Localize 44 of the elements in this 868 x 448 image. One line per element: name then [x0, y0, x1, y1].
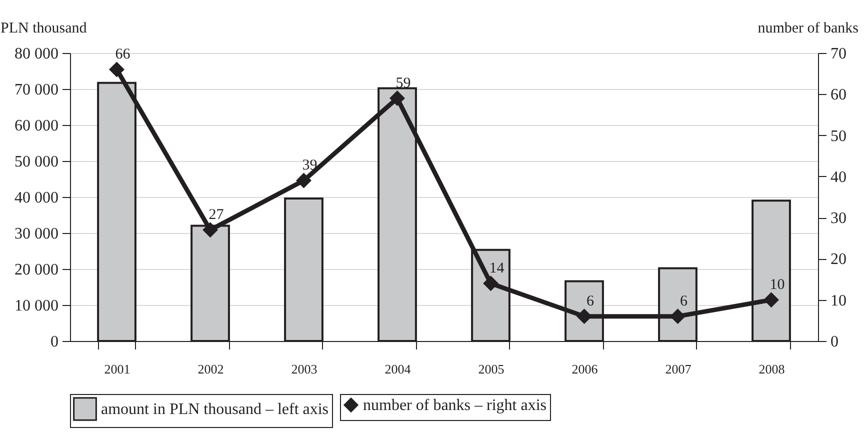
data-label: 66 — [115, 46, 131, 62]
y2-tick-label: 20 — [830, 251, 846, 268]
y-axis-title: PLN thousand — [0, 20, 88, 36]
y-tick-label: 0 — [50, 334, 58, 350]
y-tick-label: 50 000 — [14, 154, 58, 170]
y-tick-label: 70 000 — [14, 82, 58, 98]
x-tick-label: 2001 — [104, 362, 130, 376]
data-label: 39 — [302, 158, 318, 174]
point — [390, 90, 405, 106]
y-tick-label: 40 000 — [14, 190, 58, 206]
data-label: 10 — [770, 276, 785, 293]
y-tick-label: 60 000 — [14, 118, 58, 134]
point — [764, 292, 779, 308]
point — [109, 62, 124, 77]
y-tick-label: 10 000 — [14, 298, 58, 314]
data-label: 6 — [680, 293, 688, 310]
y2-tick-label: 30 — [830, 210, 846, 228]
data-label: 6 — [586, 293, 594, 310]
y2-tick-label: 0 — [830, 334, 838, 350]
x-tick-label: 2006 — [572, 362, 598, 376]
data-label: 59 — [396, 75, 411, 92]
point — [483, 276, 498, 291]
y2-tick-label: 50 — [830, 128, 846, 145]
y2-tick-label: 60 — [830, 86, 846, 104]
y-tick-label: 80 000 — [14, 46, 58, 62]
legend-label: number of banks – right axis — [363, 397, 547, 414]
x-tick-label: 2002 — [198, 362, 224, 376]
y2-tick-label: 70 — [830, 46, 846, 62]
point — [202, 222, 218, 238]
x-tick-label: 2007 — [665, 362, 692, 376]
point — [296, 173, 312, 188]
x-tick-label: 2008 — [758, 362, 785, 376]
data-label: 14 — [489, 260, 505, 276]
y2-tick-label: 10 — [830, 292, 846, 310]
y-tick-label: 20 000 — [14, 262, 58, 278]
y-tick-label: 30 000 — [14, 226, 58, 242]
x-tick-label: 2004 — [384, 362, 412, 376]
legend-label: amount in PLN thousand – left axis — [101, 401, 329, 418]
x-tick-label: 2005 — [478, 362, 504, 376]
y2-tick-label: 40 — [830, 168, 846, 186]
data-label: 27 — [208, 206, 224, 223]
point — [670, 308, 686, 324]
y2-axis-title: number of banks — [758, 20, 859, 36]
x-tick-label: 2003 — [291, 362, 318, 376]
